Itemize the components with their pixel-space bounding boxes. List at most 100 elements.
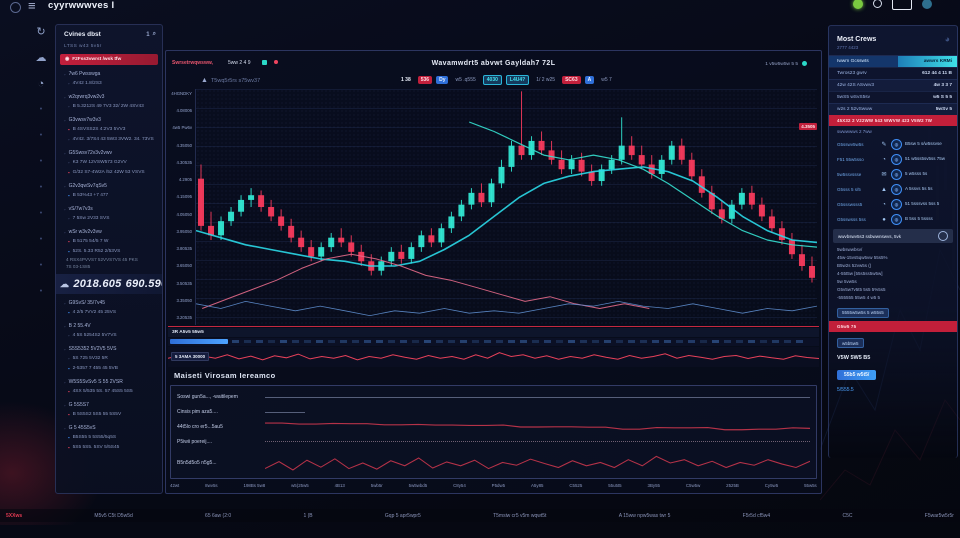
list-subitem[interactable]: ▪ 52S. 5.33 R52 2/53VS	[56, 246, 162, 256]
market-icon-row[interactable]: G5sswv5w5s ✎ ◍ B5sw 5 s/w5ssvse	[829, 137, 957, 152]
list-subitem[interactable]: ▪ B 5S5S2 5S5 55 5S5V	[56, 409, 162, 419]
market-icon-row[interactable]: F51 55w5sso ◔ ◍ 51 w5ss5sv5ss 75w	[829, 152, 957, 167]
market-highlight-row[interactable]: wwvbswv5s3 ssbwwnswvs, 5vk	[833, 229, 953, 243]
list-item[interactable]: ◦ S5S5352 5V2V5 5VS	[56, 345, 162, 353]
indicator-zig-line	[265, 455, 810, 471]
list-subitem[interactable]: ▪ 2-5357 7 455 45 5VB	[56, 363, 162, 373]
ticker-badge[interactable]: w5 .q555	[455, 77, 476, 83]
watchlist-alert-text: F2Fss3vwrst /wsk tfw	[72, 57, 122, 62]
dot-8-icon: •	[39, 288, 43, 295]
list-item[interactable]: ◦ G 5S5S7	[56, 401, 162, 409]
search-icon[interactable]: ⌕	[152, 31, 156, 37]
candlestick-chart[interactable]: 4.3505	[195, 89, 818, 325]
list-subitem[interactable]: ◦ 4 5S 5254S2 5V7VS	[56, 330, 162, 340]
x-axis-label: 8wv5s	[205, 483, 218, 488]
list-subitem[interactable]: ▪ B 53%43 +7 477	[56, 190, 162, 200]
market-icon-row-text: B5sw 5 s/w5ssvse	[905, 141, 942, 147]
market-alert-banner-2[interactable]: G5w5 75	[829, 320, 957, 332]
indicator-row[interactable]: Soswi gun5a..., -waitilepem	[177, 389, 810, 405]
watchlist-meta: LTSS w43 5v5r	[64, 44, 102, 49]
list-subitem[interactable]: ▪ 5S5 5S5. 5SV 5/5S45	[56, 442, 162, 452]
x-axis-label: 3By55	[647, 483, 660, 488]
market-chip-2[interactable]: w5b5w5	[837, 338, 864, 348]
list-item[interactable]: ◦ B 2 55.4V	[56, 322, 162, 330]
status-bar-item: 65 6aw (2:0	[205, 512, 232, 519]
list-item[interactable]: ◦ G 5 45S5vS	[56, 424, 162, 432]
bullet-icon: ◦	[64, 300, 66, 306]
list-item[interactable]: ◦ W5S5SvSv5 S 55 2VSR	[56, 378, 162, 386]
indicator-row[interactable]: B5n5d5o5 n5g5...	[177, 448, 810, 478]
list-subitem[interactable]: ▪ G/32 S7-4W2A /52 42W 53 VSVS	[56, 167, 162, 177]
dot-icon: ◦	[68, 80, 70, 86]
refresh-icon[interactable]	[873, 0, 882, 8]
list-item[interactable]: ◦ wSr w3v2v3vw	[56, 228, 162, 236]
ticker-badge[interactable]: w5 7	[601, 77, 612, 83]
list-subitem[interactable]: ▪ B 4SVSS2S 4:2V3 5VV3	[56, 124, 162, 134]
user-icon[interactable]: ◔	[37, 78, 45, 90]
market-alert-banner[interactable]: 45X32 2 V22WW 543 WWVW 423 V5W2 7W	[829, 115, 957, 126]
radio-icon[interactable]	[938, 231, 948, 241]
indicator-row[interactable]: Cinsis pim aza5....	[177, 405, 810, 419]
list-item[interactable]: ◦ G5Swsv72v3v2vwv	[56, 149, 162, 157]
sync-icon[interactable]: ↻	[36, 26, 46, 38]
market-stat-row[interactable]: 42w 42S ASvwv3 4w 3 3 7	[829, 79, 957, 91]
list-subitem[interactable]: ▪ B5S55 5 5S55/5q5S	[56, 432, 162, 442]
list-item[interactable]: ◦ 7w6 Pwsswga	[56, 70, 162, 78]
list-subitem[interactable]: ▪ B 5175 54/5 7 W	[56, 236, 162, 246]
ticker-badge[interactable]: L4U4?	[505, 75, 530, 85]
indicator-row[interactable]: P5iwii poereij....	[177, 435, 810, 448]
ticker-badge[interactable]: Dy	[436, 76, 449, 84]
ticker-badge[interactable]: 1/ 2 w25	[536, 77, 556, 83]
market-chip[interactable]: 5555w5w5s 5 w55s5	[837, 307, 889, 318]
list-subitem[interactable]: ▪ 4SX 5/535 5S. 57 45S5 5S5	[56, 386, 162, 396]
market-stat-row[interactable]: 5wS5 wSvS5sv w5 S 5 5	[829, 91, 957, 103]
ticker-badge[interactable]: 4030	[482, 75, 502, 85]
menu-icon[interactable]: ≡	[28, 0, 36, 13]
market-stat-value: w5 S 5 5	[933, 95, 952, 100]
market-stat-row[interactable]: Iwwm Gcsswts awwrs KRMi	[829, 55, 957, 67]
candles-svg	[195, 91, 818, 316]
watchlist-alert[interactable]: ◉ F2Fss3vwrst /wsk tfw	[60, 54, 158, 65]
list-subitem[interactable]: ◦ K3 7W 12VSW573 G2VV	[56, 157, 162, 167]
list-subitem[interactable]: ◦ 7 5Sw 2V33 SVS	[56, 213, 162, 223]
avatar[interactable]	[922, 0, 932, 9]
volume-highlight-bar[interactable]	[170, 339, 228, 344]
list-item[interactable]: ◦ G2v3qwSv7qSv5	[56, 182, 162, 190]
market-text-list: 5wbswwbsv/45w-15vs5qw5vw 55s5% B5w2s 52vw…	[829, 245, 957, 301]
red-icon: ▪	[68, 238, 70, 244]
list-subitem[interactable]: ◦ B 5.3212S 49 7V3 32/ 2W 4SV43	[56, 101, 162, 111]
list-subitem[interactable]: ◦ 5S 725 5V32 5R	[56, 353, 162, 363]
list-item[interactable]: ◦ w2qrwrq3vw2v3	[56, 93, 162, 101]
list-subitem[interactable]: ▪ 4 2/5 7VV2 45 25VS	[56, 307, 162, 317]
status-bar-item: 1 (B	[303, 512, 313, 519]
indicator-label: Cinsis pim aza5....	[177, 409, 218, 415]
market-action-button[interactable]: 55b5 w5t5/	[837, 370, 877, 380]
market-link[interactable]: 5/555.5	[837, 387, 854, 393]
market-stat-row[interactable]: Twros23 gwrv 612 44 4 11 B	[829, 67, 957, 79]
list-item[interactable]: ◦ G9SvS/ 35/7v45	[56, 299, 162, 307]
ticker-badge[interactable]: 1 38	[401, 77, 411, 83]
y-axis-label: 3.65050	[176, 263, 192, 269]
market-icon-row[interactable]: 5w5ssvssse ✉ ◍ 5 w5sss 5s	[829, 167, 957, 182]
market-stat-row[interactable]: w2s 2 52vSwww 5wSv 5	[829, 103, 957, 115]
ticker-badge[interactable]: SC63	[562, 76, 581, 84]
indicator-label: Soswi gun5a..., -waitilepem	[177, 394, 238, 400]
cloud-icon[interactable]: ☁	[35, 52, 47, 64]
list-item[interactable]: ◦ G3vwsv7w3v3	[56, 116, 162, 124]
list-item[interactable]: ◦ vS/7w7v3s	[56, 205, 162, 213]
market-icon-row[interactable]: G5ssswsss5 ◔ ◍ 51 5sssvss 5ss 5	[829, 197, 957, 212]
list-subitem[interactable]: ◦ 4V42. 3/7S4 43 5W3 3VW2. 34. 73VS	[56, 134, 162, 144]
ticker-badge[interactable]: 536	[417, 76, 433, 84]
dot-7-icon: •	[39, 262, 43, 269]
list-note: 7S 03-1S85	[66, 264, 91, 269]
ticker-badge[interactable]: A	[584, 76, 595, 84]
y-axis-label: 4.08006	[176, 108, 192, 114]
indicator-row[interactable]: 44t5lo cro er5...5au5	[177, 419, 810, 435]
market-icon-row[interactable]: G5sswsss 5ss ● ◍ B 5ss 5 5ssss	[829, 212, 957, 227]
window-icon[interactable]	[892, 0, 912, 10]
market-icon-row[interactable]: G5sss 5 s/5 ▲ ◍ A 5ssvs 5s 5s	[829, 182, 957, 197]
volume-label: 3R A5v5 55w5	[172, 330, 204, 335]
x-axis-label: 5wb5r	[370, 483, 383, 488]
list-subitem[interactable]: ◦ 4V42 1.8/2S3	[56, 78, 162, 88]
